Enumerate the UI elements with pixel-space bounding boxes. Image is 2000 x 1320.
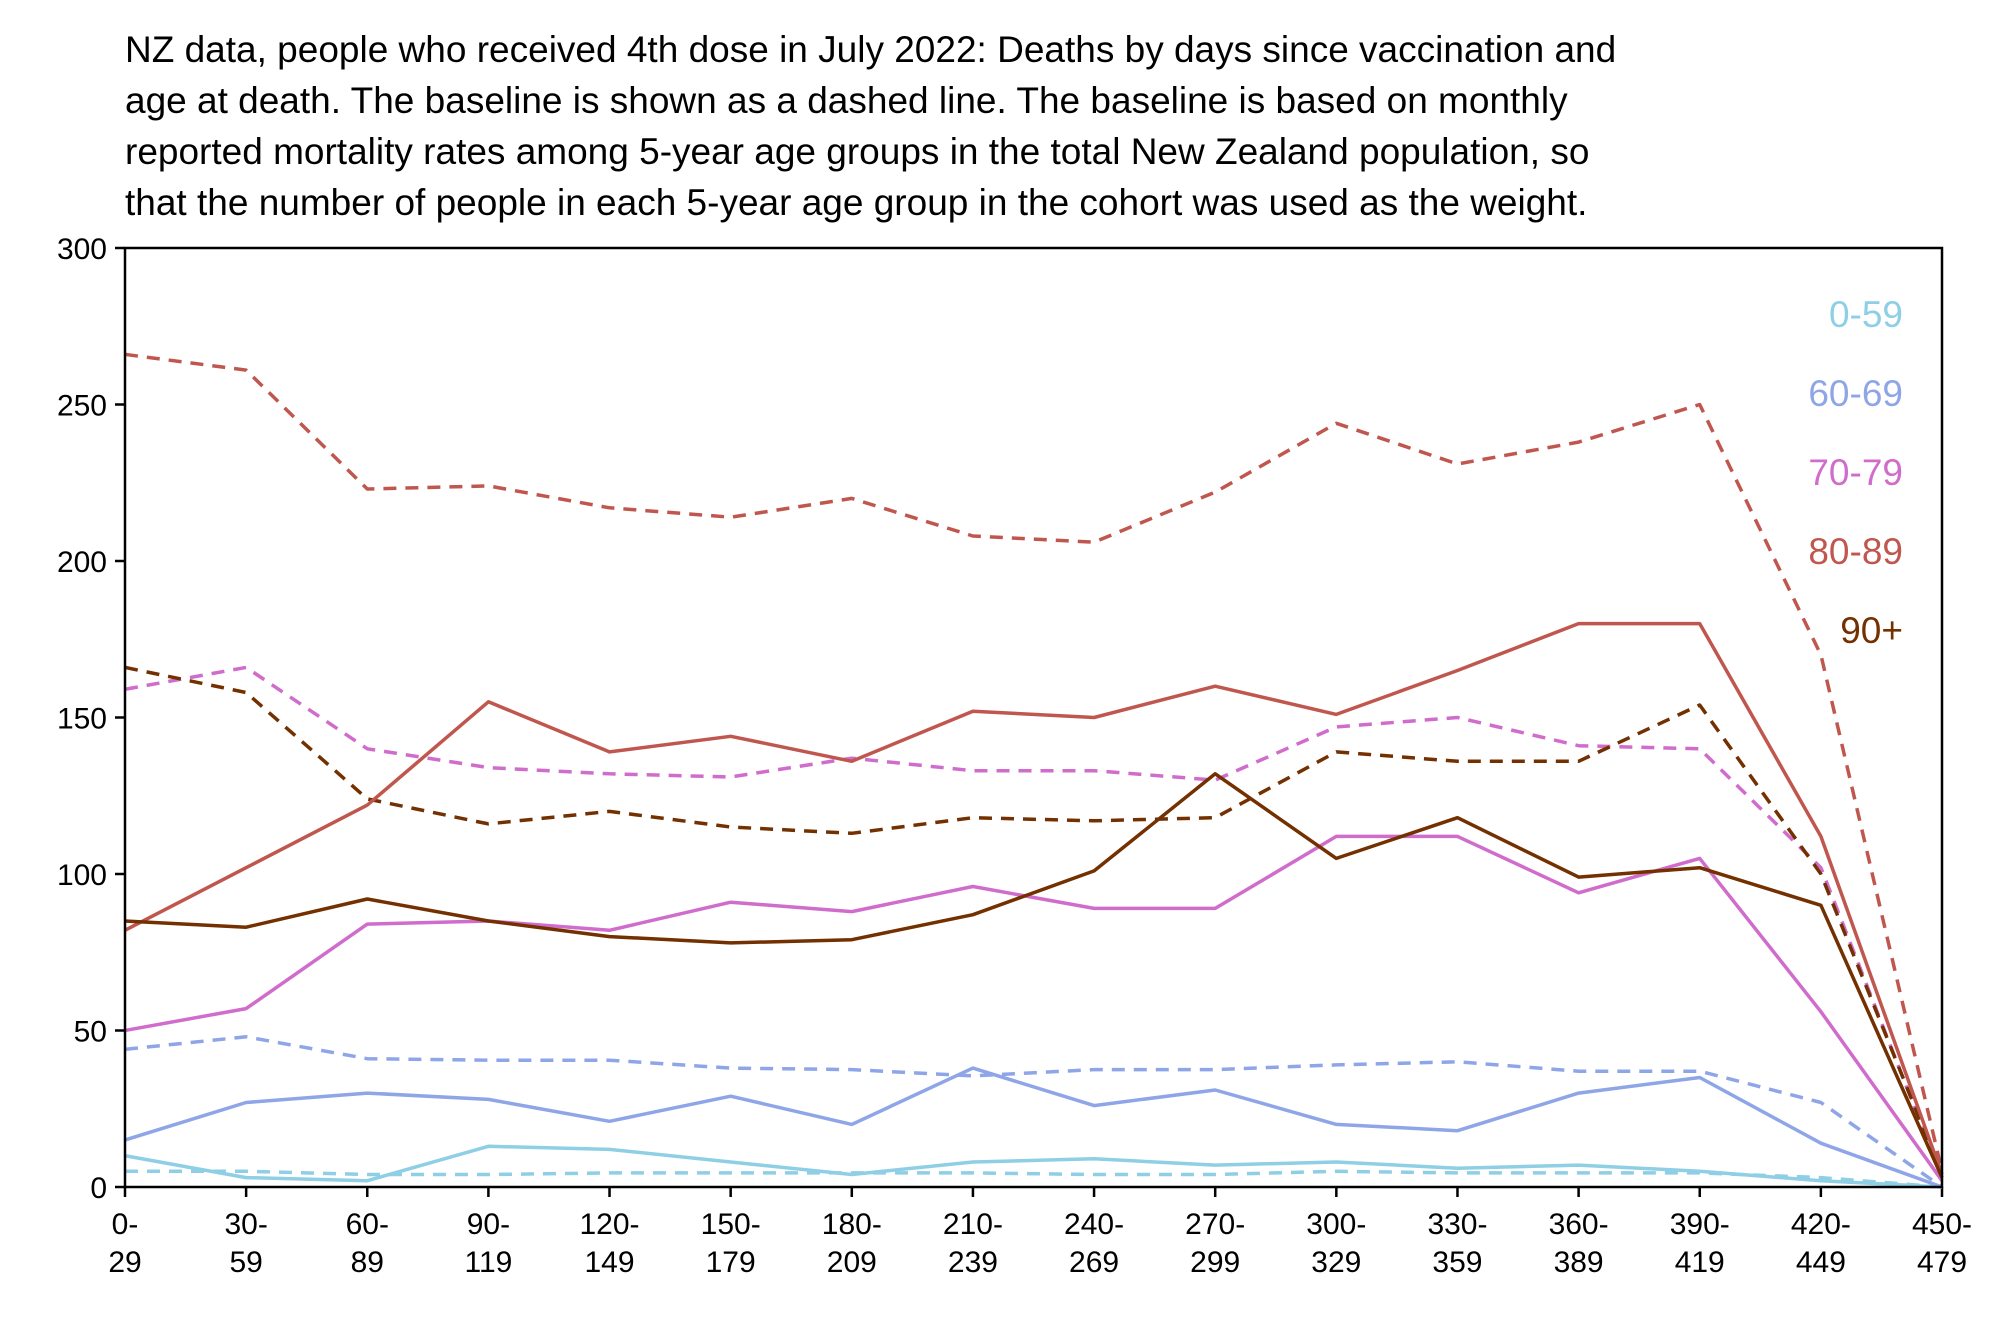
legend: 0-59 60-69 70-79 80-89 90+ [1808,294,1903,651]
x-tick-label: 330- [1427,1208,1487,1241]
x-tick-label: 60- [346,1208,389,1241]
title-line-1: NZ data, people who received 4th dose in… [125,29,1617,70]
x-tick-label: 209 [827,1246,877,1279]
x-tick-label: 359 [1432,1246,1482,1279]
x-tick-label: 269 [1069,1246,1119,1279]
x-tick-label: 150- [701,1208,761,1241]
x-tick-label: 149 [585,1246,635,1279]
x-tick-label: 329 [1311,1246,1361,1279]
x-tick-label: 179 [706,1246,756,1279]
legend-label-60-69: 60-69 [1808,373,1903,414]
baseline-line-0-59 [125,1169,1943,1189]
series-line-80-89 [124,621,1944,1176]
x-tick-label: 450- [1912,1208,1972,1241]
x-axis: 0- 29 30- 59 60- 89 90- 119 120- 149 150- 179 180- 20… [108,1187,1972,1279]
series-line-90plus [124,772,1944,1179]
x-tick-label: 419 [1675,1246,1725,1279]
y-tick-label: 250 [57,390,107,423]
title-line-2: age at death. The baseline is shown as a… [125,80,1568,121]
x-tick-label: 0- [112,1208,139,1241]
baseline-line-60-69 [124,1035,1944,1189]
series-line-0-59 [124,1144,1943,1189]
x-tick-label: 90- [467,1208,510,1241]
x-tick-label: 299 [1190,1246,1240,1279]
y-tick-label: 300 [57,233,107,266]
y-tick-label: 0 [90,1172,107,1205]
x-tick-label: 29 [108,1246,141,1279]
y-tick-label: 150 [57,703,107,736]
baseline-line-70-79 [124,665,1944,1179]
legend-label-90plus: 90+ [1840,610,1903,651]
x-tick-label: 59 [229,1246,262,1279]
x-tick-label: 389 [1554,1246,1604,1279]
plot-frame [123,246,1944,1189]
y-axis: 0 50 100 150 200 250 300 [57,233,125,1205]
x-tick-label: 210- [943,1208,1003,1241]
baseline-line-80-89 [124,352,1944,1172]
baseline-series [124,352,1944,1189]
x-tick-label: 180- [822,1208,882,1241]
x-tick-label: 239 [948,1246,998,1279]
death-series [124,621,1944,1189]
x-tick-label: 420- [1791,1208,1851,1241]
series-line-60-69 [124,1066,1943,1189]
y-tick-label: 200 [57,546,107,579]
x-tick-label: 30- [224,1208,267,1241]
legend-label-0-59: 0-59 [1829,294,1903,335]
y-tick-label: 50 [74,1016,107,1049]
legend-label-80-89: 80-89 [1808,531,1903,572]
x-tick-label: 390- [1670,1208,1730,1241]
x-tick-label: 270- [1185,1208,1245,1241]
legend-label-70-79: 70-79 [1808,452,1903,493]
x-tick-label: 240- [1064,1208,1124,1241]
x-tick-label: 449 [1796,1246,1846,1279]
title-line-4: that the number of people in each 5-year… [125,182,1588,223]
x-tick-label: 360- [1549,1208,1609,1241]
x-tick-label: 300- [1306,1208,1366,1241]
title-line-3: reported mortality rates among 5-year ag… [125,131,1590,172]
chart-title: NZ data, people who received 4th dose in… [125,24,1985,228]
baseline-line-90plus [124,665,1944,1176]
series-line-70-79 [124,834,1944,1182]
y-tick-label: 100 [57,859,107,892]
x-tick-label: 479 [1917,1246,1967,1279]
x-tick-label: 120- [580,1208,640,1241]
x-tick-label: 119 [464,1246,512,1279]
x-tick-label: 89 [351,1246,384,1279]
